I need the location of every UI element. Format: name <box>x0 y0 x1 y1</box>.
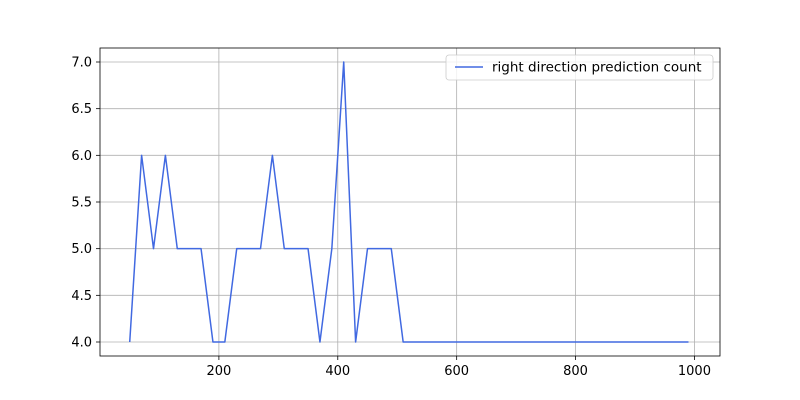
y-tick-label: 5.5 <box>71 196 92 211</box>
x-tick-label: 600 <box>444 364 469 379</box>
plot-frame <box>99 47 721 357</box>
series-layer <box>128 61 689 343</box>
y-tick-label: 4.0 <box>71 336 92 351</box>
x-tick-label: 1000 <box>678 364 711 379</box>
grid <box>100 48 720 356</box>
x-tick-label: 800 <box>563 364 588 379</box>
y-tick-label: 4.5 <box>71 289 92 304</box>
legend-box <box>445 54 714 81</box>
legend: right direction prediction count <box>445 54 714 81</box>
y-tick-label: 7.0 <box>71 56 92 71</box>
y-tick-label: 5.0 <box>71 242 92 257</box>
series-line <box>128 61 689 343</box>
y-tick-label: 6.5 <box>71 102 92 117</box>
y-tick-label: 6.0 <box>71 149 92 164</box>
legend-label: right direction prediction count <box>492 60 702 76</box>
x-tick-label: 200 <box>206 364 231 379</box>
axis-ticks: 200 400 600 800 1000 4.0 4.5 5.0 5.5 6.0 6.5 7.0 <box>71 56 711 380</box>
x-tick-label: 400 <box>325 364 350 379</box>
